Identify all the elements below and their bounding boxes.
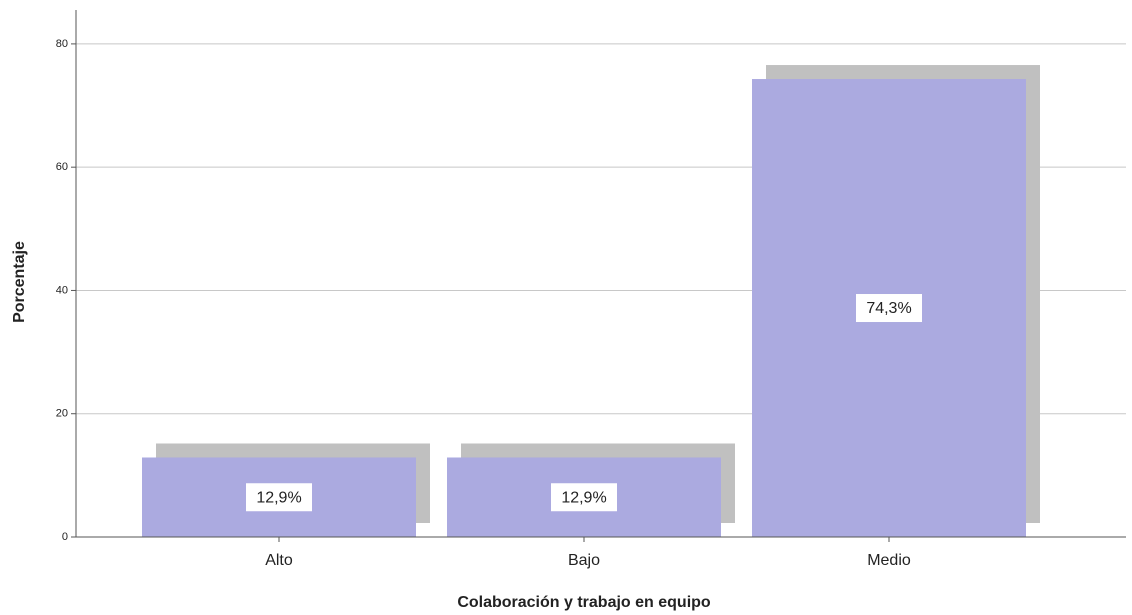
- data-label: 12,9%: [256, 489, 301, 506]
- data-label: 12,9%: [561, 489, 606, 506]
- data-label-box: [246, 483, 312, 512]
- y-tick-label: 80: [56, 38, 68, 50]
- data-label-box: [856, 294, 922, 323]
- data-label: 74,3%: [866, 300, 911, 317]
- y-tick-label: 0: [62, 531, 68, 543]
- data-label-box: [551, 483, 617, 512]
- y-tick-label: 60: [56, 161, 68, 173]
- x-tick-label: Medio: [867, 552, 911, 569]
- x-tick-label: Alto: [265, 552, 293, 569]
- x-axis-title: Colaboración y trabajo en equipo: [457, 594, 711, 611]
- y-tick-label: 20: [56, 408, 68, 420]
- x-tick-label: Bajo: [568, 552, 600, 569]
- y-axis-title: Porcentaje: [11, 241, 28, 323]
- y-tick-label: 40: [56, 284, 68, 296]
